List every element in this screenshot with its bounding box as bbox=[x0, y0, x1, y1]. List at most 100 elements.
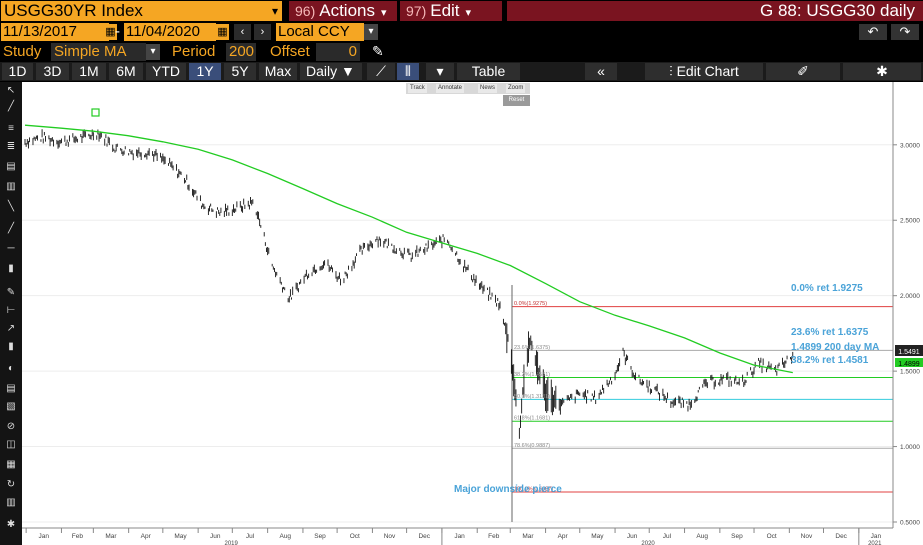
table-button[interactable]: Table bbox=[457, 63, 520, 80]
period-ytd[interactable]: YTD bbox=[146, 63, 186, 80]
x-tick-label: Jan bbox=[39, 533, 50, 540]
x-tick-label: Sep bbox=[314, 533, 326, 540]
drawing-toolbar: ↖ ╱ ≡ ≣ ▤ ▥ ╲ ╱ ─ ▮ ✎ ⊢ ↗ ▮ ◐ ▤ ▧ ⊘ ◫ ▦ … bbox=[0, 82, 22, 545]
list-icon[interactable]: ▦ bbox=[6, 459, 16, 470]
collapse-icon[interactable]: « bbox=[585, 63, 617, 80]
line-tool-icon[interactable]: ╱ bbox=[7, 101, 15, 112]
chevron-down-icon: ▾ bbox=[465, 7, 472, 19]
track-tool[interactable]: Track bbox=[408, 84, 427, 93]
settings-icon[interactable]: ✱ bbox=[6, 519, 16, 530]
y-tick-label: 2.0000 bbox=[900, 293, 920, 300]
x-tick-label: Dec bbox=[418, 533, 430, 540]
template-icon[interactable]: ▥ bbox=[6, 497, 16, 508]
delete-icon[interactable]: ▮ bbox=[8, 341, 14, 352]
x-tick-label: Jul bbox=[663, 533, 672, 540]
gear-icon[interactable]: ✱ bbox=[843, 63, 921, 80]
study-label: Study bbox=[3, 43, 42, 60]
study-select[interactable]: Simple MA bbox=[51, 43, 146, 61]
calendar-icon[interactable]: ▦ bbox=[216, 24, 229, 40]
period-1m[interactable]: 1M bbox=[72, 63, 106, 80]
x-tick-label: Dec bbox=[835, 533, 847, 540]
cursor-icon[interactable]: ↖ bbox=[6, 85, 16, 96]
ma-price-tag bbox=[895, 358, 923, 367]
chevron-down-icon: ▾ bbox=[380, 7, 387, 19]
ticker-field[interactable]: USGG30YR Index ▾ bbox=[1, 1, 282, 21]
label-icon[interactable]: ◫ bbox=[6, 439, 16, 450]
year-label: 2020 bbox=[641, 541, 655, 545]
end-date-field[interactable]: 11/04/2020 bbox=[124, 23, 216, 41]
fib-level-label: 100.0%(0.6987) bbox=[514, 487, 553, 493]
refresh-icon[interactable]: ↻ bbox=[6, 479, 16, 490]
measure-icon[interactable]: ⊢ bbox=[6, 305, 16, 316]
ma-start-marker bbox=[91, 108, 100, 117]
pen-icon[interactable]: ✎ bbox=[6, 287, 16, 298]
draw-icon[interactable]: ✐ bbox=[766, 63, 840, 80]
pencil-icon[interactable]: ✎ bbox=[372, 43, 384, 59]
tag-icon[interactable]: ⊘ bbox=[6, 421, 16, 432]
currency-field[interactable]: Local CCY bbox=[276, 23, 364, 41]
fib-fan-icon[interactable]: ≣ bbox=[6, 141, 16, 152]
trend-icon[interactable]: ╱ bbox=[7, 223, 15, 234]
period-1d[interactable]: 1D bbox=[2, 63, 33, 80]
function-title: G 88: USGG30 daily bbox=[507, 1, 923, 21]
news-tool[interactable]: News bbox=[478, 84, 498, 93]
fib-tool-icon[interactable]: ≡ bbox=[8, 123, 14, 134]
x-tick-label: May bbox=[591, 533, 604, 540]
edit-chart-button[interactable]: ⫶ Edit Chart bbox=[645, 63, 763, 80]
ray-icon[interactable]: ╲ bbox=[7, 201, 15, 212]
chevron-down-icon: ▼ bbox=[341, 63, 355, 79]
ma-line bbox=[24, 124, 793, 374]
color-icon[interactable]: ▧ bbox=[6, 401, 16, 412]
pierce-annotation: Major downside pierce bbox=[454, 484, 562, 495]
x-tick-label: Jan bbox=[454, 533, 465, 540]
calendar-icon[interactable]: ▦ bbox=[104, 24, 117, 40]
frequency-select[interactable]: Daily ▼ bbox=[300, 63, 362, 80]
chevron-down-icon[interactable]: ▾ bbox=[426, 63, 454, 80]
start-date-field[interactable]: 11/13/2017 bbox=[1, 23, 109, 41]
fib-level-label: 38.2%(1.4581) bbox=[514, 372, 550, 378]
line-chart-icon[interactable]: ⟋ bbox=[367, 63, 395, 80]
prev-arrow-icon[interactable]: ‹ bbox=[234, 24, 251, 40]
ticker-dropdown-icon[interactable]: ▾ bbox=[271, 4, 278, 18]
period-6m[interactable]: 6M bbox=[109, 63, 143, 80]
x-axis-ticks: Jan Feb Mar Apr May Jun Jul Aug Sep Oct Nov Dec Jan F… bbox=[25, 528, 882, 545]
channel-icon[interactable]: ▤ bbox=[6, 161, 16, 172]
hline-icon[interactable]: ─ bbox=[7, 243, 15, 254]
chart-area[interactable]: 0.0%(1.9275) 23.6%(1.6375) 38.2%(1.4581) 50… bbox=[22, 82, 923, 545]
shape-icon[interactable]: ◐ bbox=[7, 363, 15, 374]
annotate-tool[interactable]: Annotate bbox=[436, 84, 465, 93]
fib-382-annotation: 38.2% ret 1.4581 bbox=[791, 355, 869, 366]
chevron-down-icon[interactable]: ▾ bbox=[364, 24, 378, 40]
period-max[interactable]: Max bbox=[259, 63, 297, 80]
reset-button[interactable]: Reset bbox=[503, 95, 530, 106]
actions-menu[interactable]: 96) Actions ▾ bbox=[289, 1, 397, 21]
style-icon[interactable]: ▤ bbox=[6, 383, 16, 394]
bar-chart-icon[interactable]: ⫴ bbox=[397, 63, 419, 80]
x-tick-label: Apr bbox=[558, 533, 569, 540]
text-tool-icon[interactable]: ▥ bbox=[6, 181, 16, 192]
bars-icon[interactable]: ▮ bbox=[8, 263, 14, 274]
period-5y[interactable]: 5Y bbox=[224, 63, 256, 80]
offset-input[interactable]: 0 bbox=[316, 43, 360, 61]
x-tick-label: Mar bbox=[522, 533, 534, 540]
next-arrow-icon[interactable]: › bbox=[254, 24, 271, 40]
x-tick-label: Jan bbox=[871, 533, 882, 540]
chevron-down-icon[interactable]: ▾ bbox=[146, 44, 160, 60]
offset-label: Offset bbox=[270, 43, 310, 60]
ma-annotation: 1.4899 200 day MA bbox=[791, 342, 879, 353]
period-1y[interactable]: 1Y bbox=[189, 63, 221, 80]
redo-icon[interactable]: ↷ bbox=[891, 24, 919, 40]
period-input[interactable]: 200 bbox=[226, 43, 256, 61]
period-3d[interactable]: 3D bbox=[36, 63, 69, 80]
x-tick-label: Jun bbox=[627, 533, 638, 540]
fib-level-label: 78.6%(0.9887) bbox=[514, 443, 550, 449]
undo-icon[interactable]: ↶ bbox=[859, 24, 887, 40]
arrow-icon[interactable]: ↗ bbox=[6, 323, 16, 334]
x-tick-label: Nov bbox=[384, 533, 396, 540]
edit-menu[interactable]: 97) Edit ▾ bbox=[400, 1, 502, 21]
x-tick-label: Jun bbox=[210, 533, 221, 540]
fib-level-label: 50.0%(1.3131) bbox=[514, 394, 550, 400]
y-axis-ticks: 3.0000 2.5000 2.0000 1.5000 1.0000 0.5000 bbox=[893, 142, 920, 527]
date-range-bar: 11/13/2017 ▦ - 11/04/2020 ▦ ‹ › Local CC… bbox=[0, 22, 923, 42]
zoom-tool[interactable]: Zoom bbox=[506, 84, 526, 93]
